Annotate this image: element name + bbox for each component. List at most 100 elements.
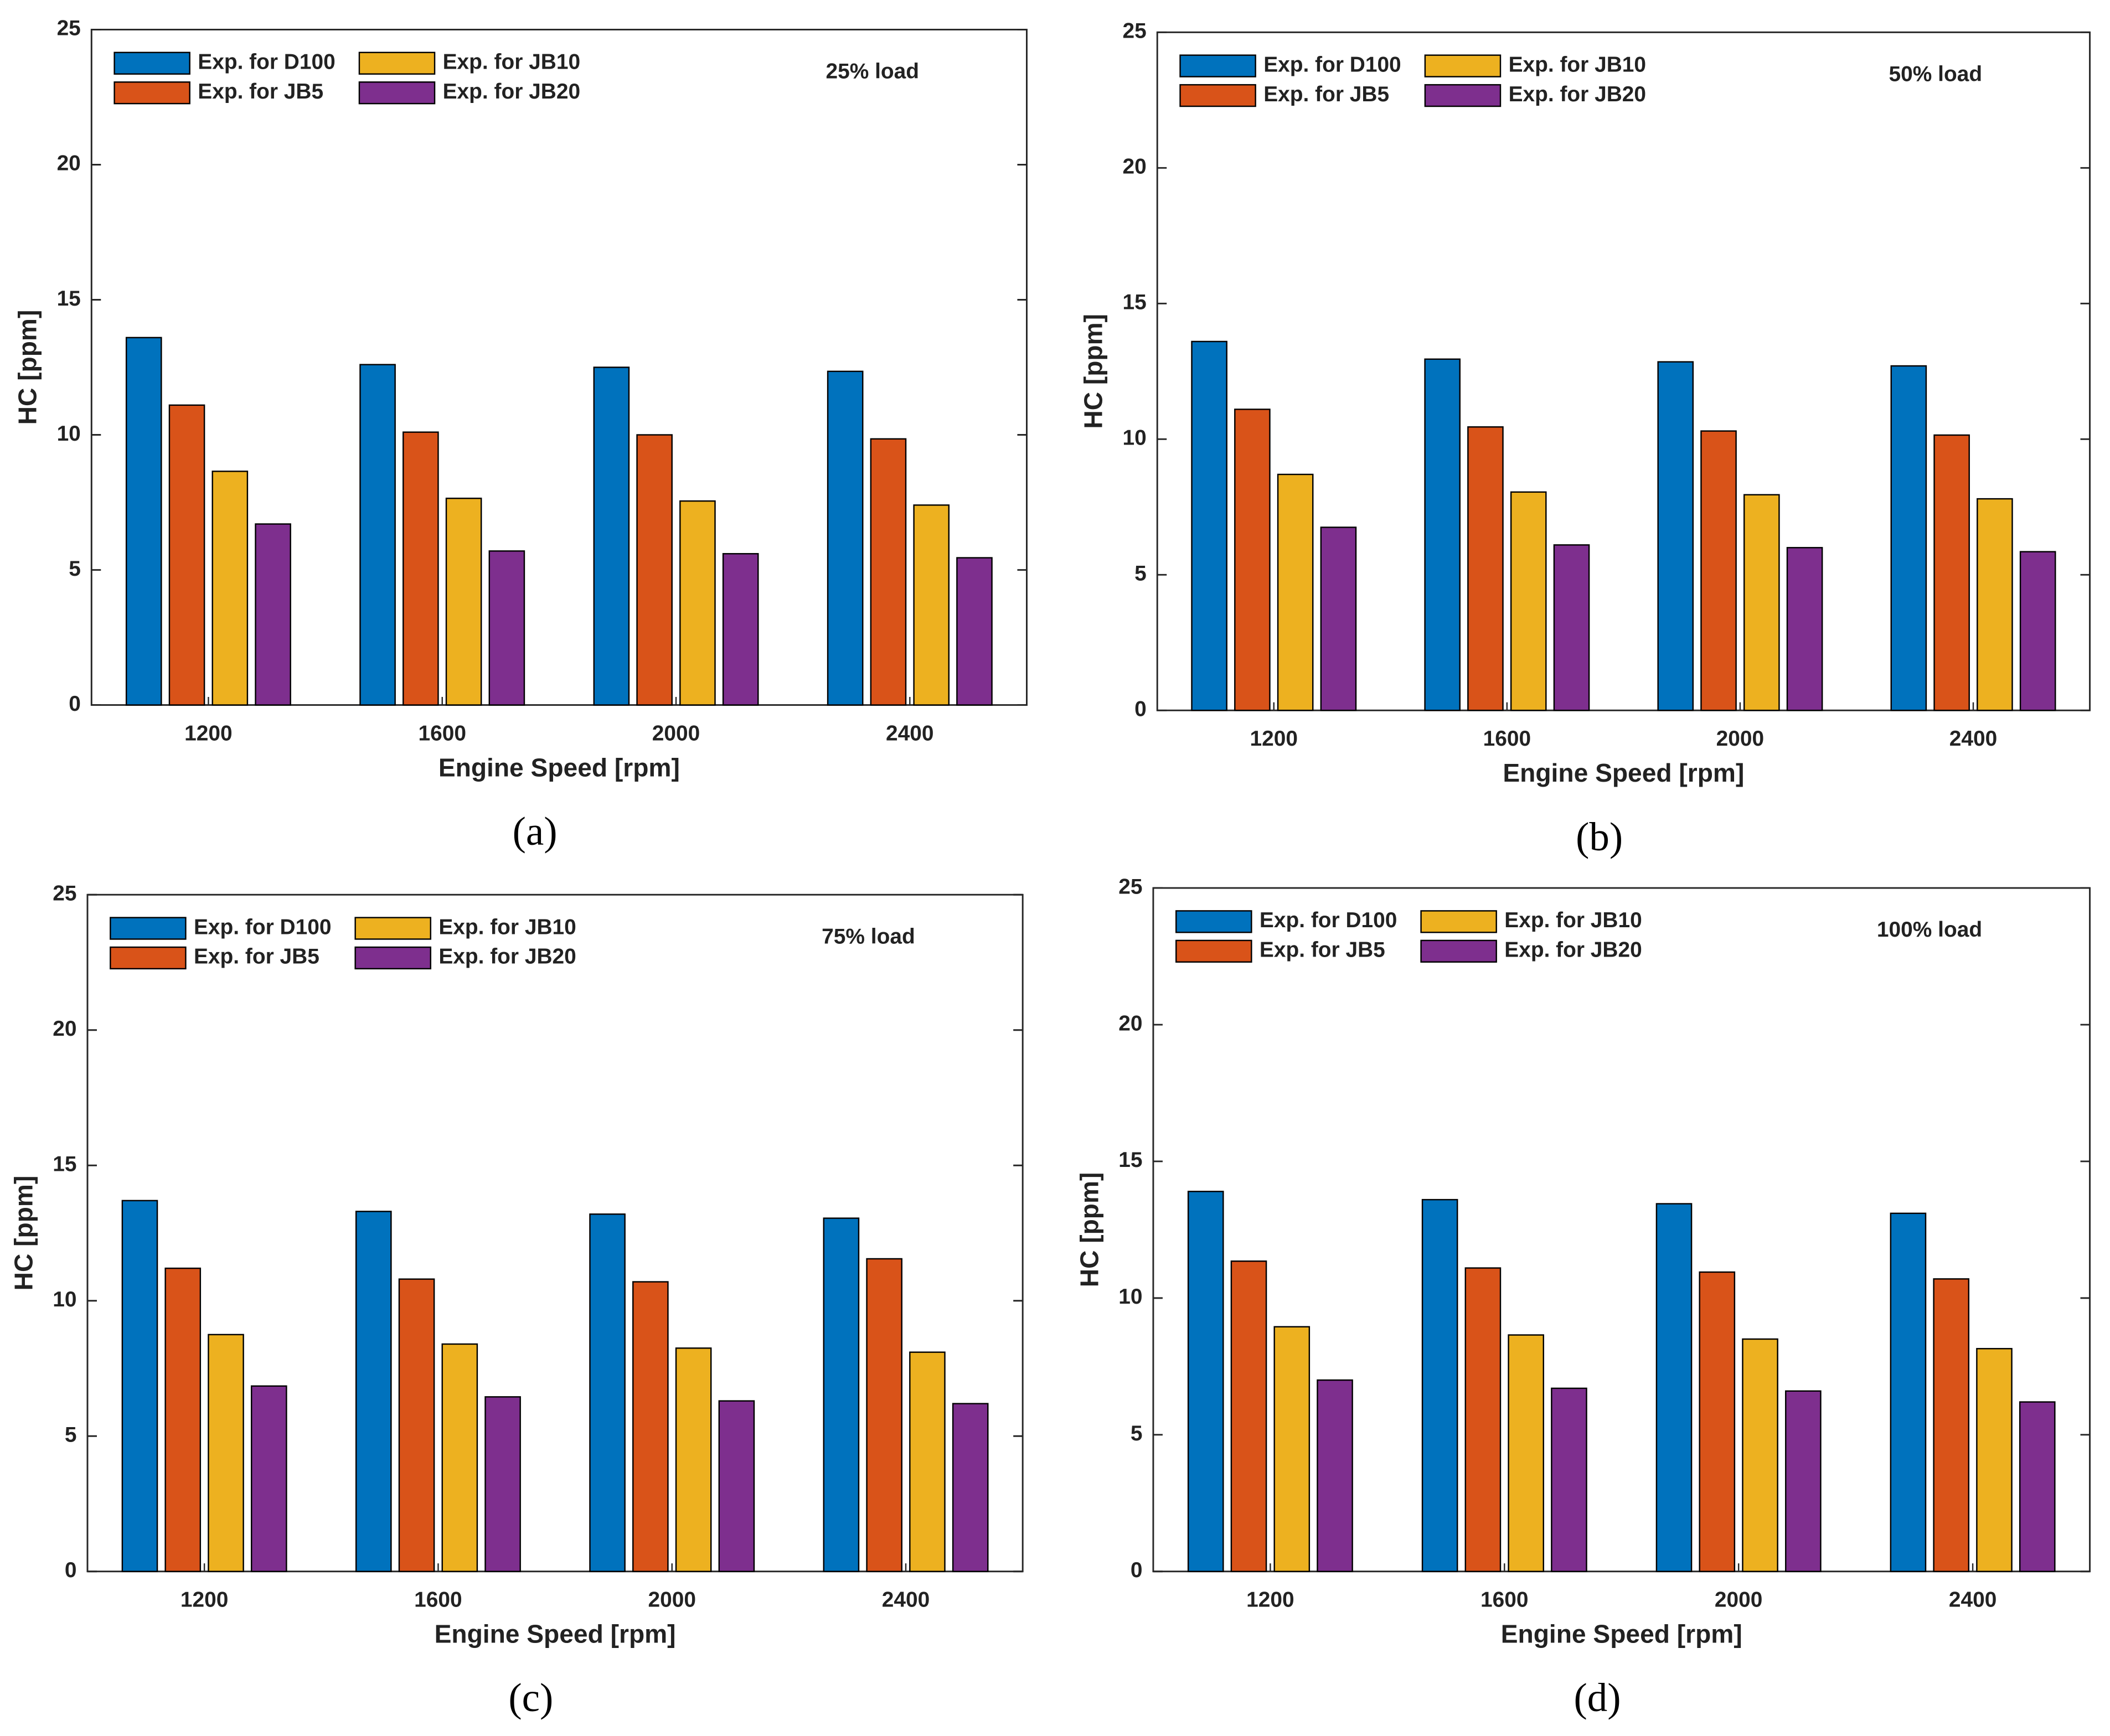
bar <box>1317 1379 1353 1572</box>
legend-label: Exp. for JB10 <box>1509 53 1646 76</box>
bar <box>952 1403 989 1572</box>
bar <box>355 1211 392 1572</box>
legend-label: Exp. for JB20 <box>1504 938 1642 962</box>
x-tick-label: 2000 <box>1715 1588 1762 1611</box>
bar <box>1655 1203 1693 1572</box>
bar <box>1230 1260 1267 1572</box>
y-tick-label: 15 <box>1123 291 1147 314</box>
y-tick-label: 20 <box>1118 1011 1142 1035</box>
legend-label: Exp. for JB20 <box>443 80 580 104</box>
y-tick-label: 20 <box>57 152 81 175</box>
x-tick-label: 1600 <box>1480 1588 1528 1611</box>
bar <box>1890 1212 1927 1572</box>
panel-label: (b) <box>1576 814 1623 859</box>
bar <box>679 500 716 706</box>
legend-swatch <box>358 81 436 105</box>
x-tick-label: 1200 <box>1246 1588 1294 1611</box>
legend-label: Exp. for JB5 <box>1263 82 1389 106</box>
bar <box>441 1343 478 1572</box>
bar <box>1510 491 1547 711</box>
y-tick-label: 5 <box>65 1423 77 1447</box>
legend-label: Exp. for JB5 <box>194 945 319 969</box>
bar <box>168 404 205 706</box>
bar <box>1977 498 2013 711</box>
legend-label: Exp. for JB20 <box>438 945 576 969</box>
y-tick-label: 0 <box>65 1558 77 1582</box>
x-tick-label: 2400 <box>886 721 933 745</box>
y-tick-label: 5 <box>69 557 81 581</box>
x-tick-label: 2400 <box>1949 727 1997 751</box>
x-axis-title: Engine Speed [rpm] <box>438 753 680 782</box>
bar <box>913 504 950 706</box>
legend-label: Exp. for D100 <box>1263 53 1401 76</box>
bar <box>1553 544 1590 711</box>
bar <box>2019 551 2056 711</box>
x-tick-label: 1200 <box>1250 727 1298 751</box>
x-tick-label: 2000 <box>1716 727 1764 751</box>
y-tick-label: 15 <box>1118 1148 1142 1172</box>
bar <box>593 366 630 706</box>
bar <box>909 1351 946 1572</box>
legend-label: Exp. for D100 <box>198 50 335 74</box>
y-tick-label: 25 <box>1118 875 1142 898</box>
bar <box>208 1334 244 1572</box>
chart-panel: 0 5 10 15 20 25 1200 1600 2000 2400 Exp. for D100 E… <box>9 882 1024 1720</box>
y-tick-label: 5 <box>1131 1422 1143 1445</box>
y-tick-label: 15 <box>53 1153 76 1176</box>
bar <box>2019 1401 2056 1572</box>
chart-annotation: 100% load <box>1877 918 1982 942</box>
panel-label: (a) <box>513 809 558 854</box>
y-axis-title: HC [ppm] <box>9 1176 38 1291</box>
bar <box>1551 1387 1587 1572</box>
legend-label: Exp. for JB5 <box>198 80 323 104</box>
y-tick-label: 5 <box>1134 562 1147 586</box>
legend-swatch <box>1420 939 1497 963</box>
bar <box>211 471 249 706</box>
legend-label: Exp. for D100 <box>194 915 331 939</box>
bar <box>870 438 907 706</box>
y-tick-label: 25 <box>53 882 76 906</box>
bar <box>250 1385 287 1572</box>
bar <box>164 1267 202 1572</box>
bar <box>1191 340 1227 711</box>
bar <box>827 370 864 706</box>
bar <box>718 1400 755 1572</box>
bar <box>1890 365 1927 711</box>
bar <box>1933 434 1970 711</box>
bar <box>1273 1326 1311 1572</box>
bar <box>1187 1191 1224 1572</box>
legend-swatch <box>110 917 187 940</box>
bar <box>1320 526 1357 711</box>
y-tick-label: 25 <box>57 17 81 40</box>
legend-label: Exp. for JB10 <box>438 915 576 939</box>
chart-annotation: 75% load <box>822 924 915 948</box>
bar <box>1785 1390 1822 1572</box>
bar <box>1742 1338 1778 1572</box>
bar <box>1976 1348 2013 1572</box>
bar <box>1657 361 1694 711</box>
bar <box>1933 1278 1970 1572</box>
x-tick-label: 1200 <box>180 1588 228 1611</box>
x-tick-label: 2000 <box>648 1588 695 1611</box>
bar <box>121 1200 158 1572</box>
legend-swatch <box>1175 939 1252 963</box>
legend-swatch <box>1424 54 1502 78</box>
x-tick-label: 2400 <box>1949 1588 1996 1611</box>
legend-swatch <box>1420 910 1497 933</box>
y-axis-title: HC [ppm] <box>1079 314 1108 429</box>
bar <box>823 1217 860 1572</box>
bar <box>1699 1271 1736 1572</box>
bar <box>1421 1198 1458 1572</box>
chart-panel: 0 5 10 15 20 25 1200 1600 2000 2400 Exp. for D100 E… <box>1075 875 2091 1720</box>
y-tick-label: 20 <box>1123 155 1147 179</box>
x-tick-label: 1600 <box>418 721 466 745</box>
panel-label: (d) <box>1574 1675 1621 1720</box>
bar <box>1700 430 1737 711</box>
bar <box>484 1396 521 1572</box>
bar <box>632 1281 669 1572</box>
bar <box>1464 1267 1502 1572</box>
legend-swatch <box>114 51 190 75</box>
legend-swatch <box>1175 910 1252 933</box>
bar <box>488 550 525 706</box>
bar <box>1424 358 1461 711</box>
